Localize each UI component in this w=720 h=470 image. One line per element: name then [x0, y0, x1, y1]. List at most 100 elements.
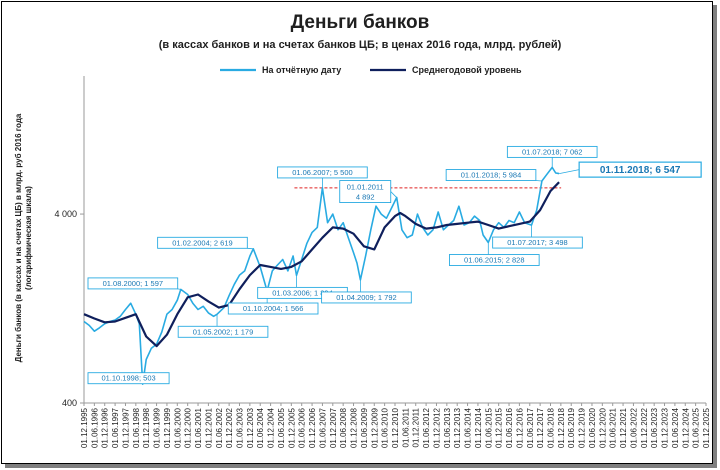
x-tick-label: 01.06.1998	[132, 407, 141, 448]
chart-frame	[1, 1, 713, 464]
x-tick-label: 01.12.1996	[101, 407, 110, 448]
annotation-2015-06: 01.06.2015; 2 828	[449, 242, 540, 266]
x-tick-label: 01.06.2000	[173, 407, 182, 448]
y-tick-label: 4 000	[54, 209, 77, 219]
x-tick-label: 01.12.2001	[204, 407, 213, 448]
annotation-2018-07: 01.07.2018; 7 062	[506, 145, 598, 168]
annotation-2009-04: 01.04.2009; 1 792	[321, 279, 412, 304]
annotation-leader	[535, 180, 542, 182]
x-tick-label: 01.06.2007	[318, 407, 327, 448]
chart-title: Деньги банков	[291, 12, 430, 33]
annotation-2018-01: 01.01.2018; 5 984	[445, 169, 542, 182]
x-tick-label: 01.06.2015	[484, 407, 493, 448]
x-tick-label: 01.12.2020	[598, 407, 607, 448]
x-tick-label: 01.12.2019	[578, 407, 587, 448]
annotation-label: 01.01.2011	[347, 183, 384, 192]
x-tick-label: 01.06.2021	[609, 407, 618, 448]
x-tick-label: 01.12.2008	[350, 407, 359, 448]
annotation-box	[87, 277, 179, 290]
x-tick-label: 01.06.2019	[567, 407, 576, 448]
x-tick-label: 01.06.2022	[629, 407, 638, 448]
annotation-label: 01.02.2004; 2 619	[172, 238, 232, 247]
x-tick-label: 01.06.2006	[298, 407, 307, 448]
x-tick-label: 01.06.2017	[526, 407, 535, 448]
annotation-box	[277, 166, 368, 179]
y-axis-label-line1: Деньги банков (в кассах и на счетах ЦБ) …	[14, 113, 23, 362]
annotation-box	[506, 145, 598, 158]
annotation-box	[321, 291, 412, 304]
annotation-1998-10: 01.10.1998; 503	[87, 372, 170, 385]
x-tick-label: 01.06.2014	[464, 407, 473, 448]
x-tick-label: 01.06.2002	[215, 407, 224, 448]
annotation-label: 01.01.2018; 5 984	[461, 171, 521, 180]
series-line-reported	[83, 166, 560, 385]
x-tick-label: 01.06.2003	[236, 407, 245, 448]
annotation-2002-05: 01.05.2002; 1 179	[177, 314, 269, 338]
y-tick-label: 400	[62, 398, 77, 408]
x-tick-label: 01.06.2004	[256, 407, 265, 448]
annotation-leader	[390, 191, 398, 198]
annotation-layer: 01.10.1998; 503 01.08.2000; 1 597 01.05.20…	[87, 145, 702, 385]
legend-label-average: Среднегодовой уровень	[412, 65, 522, 75]
x-tick-label: 01.12.2005	[287, 407, 296, 448]
x-tick-label: 01.12.1997	[121, 407, 130, 448]
annotation-2018-11: 01.11.2018; 6 547	[559, 161, 702, 178]
x-tick-label: 01.06.2013	[443, 407, 452, 448]
x-tick-label: 01.12.2011	[412, 407, 421, 447]
x-tick-label: 01.06.2011	[401, 407, 410, 447]
annotation-2007-06: 01.06.2007; 5 500	[277, 166, 368, 188]
annotation-box	[87, 372, 170, 385]
x-tick-label: 01.12.2023	[661, 407, 670, 448]
y-axis-label: Деньги банков (в кассах и на счетах ЦБ) …	[14, 113, 33, 362]
x-tick-label: 01.12.2010	[391, 407, 400, 448]
x-tick-label: 01.12.2012	[432, 407, 441, 448]
x-tick-label: 01.12.2013	[453, 407, 462, 448]
x-tick-label: 01.12.2000	[184, 407, 193, 448]
legend: На отчётную дату Среднегодовой уровень	[220, 65, 522, 75]
x-tick-label: 01.06.2018	[547, 407, 556, 448]
x-tick-label: 01.06.2009	[360, 407, 369, 448]
x-tick-label: 01.12.2025	[702, 407, 711, 448]
x-tick-label: 01.12.2006	[308, 407, 317, 448]
x-tick-label: 01.12.2002	[225, 407, 234, 448]
annotation-box	[339, 180, 392, 203]
series-line-average	[83, 181, 560, 348]
series-layer	[83, 166, 562, 385]
x-tick-label: 01.06.1999	[153, 407, 162, 448]
x-tick-label: 01.06.2025	[692, 407, 701, 448]
x-tick-label: 01.06.1996	[90, 407, 99, 448]
x-tick-label: 01.12.2004	[267, 407, 276, 448]
annotation-box	[177, 325, 269, 338]
annotation-2000-08: 01.08.2000; 1 597	[87, 277, 181, 290]
x-tick-label: 01.12.2014	[474, 407, 483, 448]
annotation-label: 01.10.1998; 503	[101, 374, 155, 383]
annotation-label: 01.07.2017; 3 498	[507, 238, 567, 247]
x-tick-label: 01.06.2023	[650, 407, 659, 448]
annotation-2017-07: 01.07.2017; 3 498	[492, 225, 583, 249]
x-tick-label: 01.12.2017	[536, 407, 545, 448]
x-tick-label: 01.12.2009	[370, 407, 379, 448]
annotation-2004-02: 01.02.2004; 2 619	[157, 236, 254, 250]
annotation-label: 01.06.2015; 2 828	[464, 256, 524, 265]
annotation-box	[449, 254, 540, 266]
annotation-label: 01.04.2009; 1 792	[336, 293, 396, 302]
annotation-box	[492, 236, 583, 249]
annotation-box	[227, 302, 319, 315]
annotation-box	[445, 169, 537, 181]
x-tick-label: 01.06.2008	[339, 407, 348, 448]
x-tick-label: 01.12.2024	[681, 407, 690, 448]
annotation-label: 01.05.2002; 1 179	[193, 327, 253, 336]
x-tick-label: 01.06.2001	[194, 407, 203, 448]
x-tick-label: 01.12.2015	[495, 407, 504, 448]
annotation-label: 01.11.2018; 6 547	[600, 165, 681, 176]
axes: 400 4 000 01.12.1995 01.06.1996 01.12.1996 01…	[54, 76, 711, 448]
annotation-label: 01.10.2004; 1 566	[243, 304, 303, 313]
x-tick-label: 01.12.1995	[80, 407, 89, 448]
x-tick-label: 01.12.2016	[515, 407, 524, 448]
x-tick-label: 01.12.2021	[619, 407, 628, 448]
x-tick-label: 01.12.2022	[640, 407, 649, 448]
x-tick-label: 01.06.2016	[505, 407, 514, 448]
x-tick-label: 01.12.2007	[329, 407, 338, 448]
